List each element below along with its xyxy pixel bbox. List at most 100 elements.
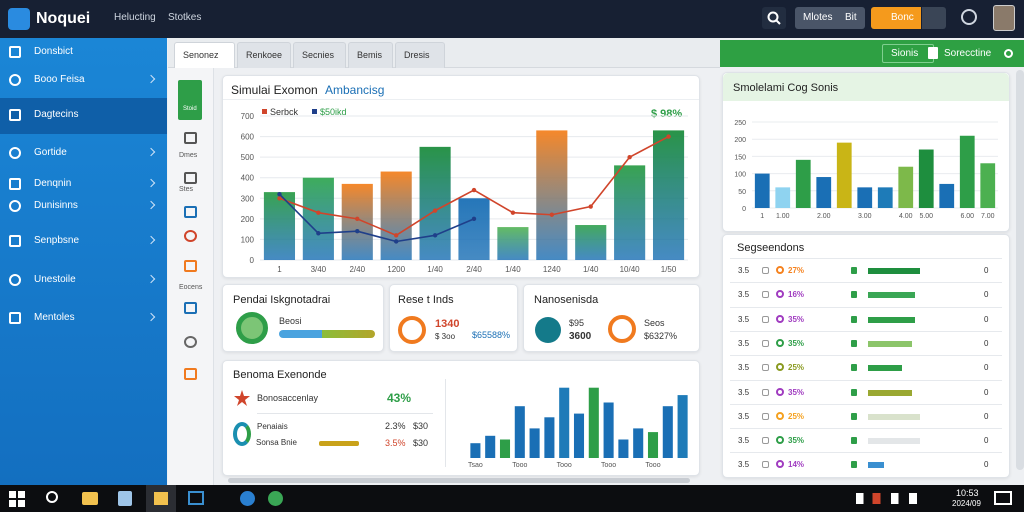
toolbar-label[interactable]: Sorecctine bbox=[944, 48, 992, 59]
line-point bbox=[277, 191, 282, 197]
sidebar-icon bbox=[9, 178, 21, 190]
row-icon bbox=[851, 339, 857, 347]
rail-label: Eocens bbox=[179, 284, 203, 291]
toolbar-button[interactable]: Sionis bbox=[882, 44, 934, 63]
search-button[interactable] bbox=[762, 7, 786, 29]
row-end: 0 bbox=[984, 290, 989, 300]
line-point bbox=[277, 196, 282, 201]
status-dot bbox=[776, 290, 784, 299]
sidebar-item[interactable]: Donsbict bbox=[0, 42, 167, 62]
bar bbox=[816, 177, 832, 208]
sidebar-item[interactable]: Dunisinns bbox=[0, 196, 167, 216]
app-icon[interactable] bbox=[82, 492, 98, 505]
app-icon[interactable] bbox=[188, 491, 204, 505]
progress-bar bbox=[868, 292, 915, 299]
button-group[interactable]: Mlotes Bit bbox=[795, 7, 865, 29]
tab[interactable]: Bemis bbox=[348, 42, 393, 68]
line-point bbox=[627, 154, 632, 160]
rail-icon[interactable] bbox=[184, 260, 197, 272]
tab[interactable]: Renkoee bbox=[237, 42, 291, 68]
line-point bbox=[588, 204, 593, 209]
app-icon[interactable] bbox=[240, 491, 255, 506]
clock-icon[interactable] bbox=[961, 9, 977, 25]
list-row[interactable]: 3.5 14% 0 bbox=[730, 452, 1002, 476]
start-button[interactable] bbox=[9, 491, 25, 507]
nav-link[interactable]: Stotkes bbox=[168, 12, 202, 23]
list-row[interactable]: 3.5 35% 0 bbox=[730, 428, 1002, 452]
nav-link[interactable]: Helucting bbox=[114, 12, 156, 23]
tray-icons[interactable] bbox=[856, 493, 932, 504]
bar bbox=[458, 198, 490, 260]
settings-icon[interactable] bbox=[1004, 49, 1013, 58]
notification-icon[interactable] bbox=[994, 491, 1012, 505]
sidebar-item[interactable]: Senpbsne bbox=[0, 231, 167, 251]
sidebar-item[interactable]: Denqnin bbox=[0, 174, 167, 194]
rail-label: Stes bbox=[179, 186, 194, 193]
tab[interactable]: Dresis bbox=[395, 42, 445, 68]
legend-swatch bbox=[312, 109, 317, 114]
card-title: Segseendons bbox=[737, 242, 805, 254]
stat-card: Nanosenisda $95 3600 Seos $6327% bbox=[523, 284, 700, 352]
app-icon[interactable] bbox=[118, 491, 132, 506]
bar bbox=[573, 413, 585, 458]
checkbox[interactable] bbox=[928, 47, 938, 59]
sidebar-icon bbox=[9, 274, 21, 286]
list-row[interactable]: 3.5 35% 0 bbox=[730, 379, 1002, 404]
list-row[interactable]: 3.5 16% 0 bbox=[730, 282, 1002, 306]
x-tick-label: 4.00 bbox=[899, 213, 913, 220]
app-icon[interactable] bbox=[268, 491, 283, 506]
sidebar-item[interactable]: Mentoles bbox=[0, 308, 167, 328]
progress-bar bbox=[868, 389, 913, 396]
rail-icon[interactable] bbox=[184, 230, 197, 242]
y-tick-label: 600 bbox=[241, 133, 255, 142]
rail-icon[interactable] bbox=[184, 132, 197, 144]
dropdown-button[interactable] bbox=[922, 7, 946, 29]
bar bbox=[677, 395, 688, 458]
rail-icon[interactable] bbox=[184, 368, 197, 380]
sidebar-item[interactable]: Booo Feisa bbox=[0, 70, 167, 90]
row-value: 43% bbox=[387, 391, 412, 405]
sidebar-label: Gortide bbox=[34, 147, 67, 158]
row-value: $30 bbox=[413, 438, 429, 448]
row-percent: 14% bbox=[788, 460, 805, 470]
top-bar: Noquei Helucting Stotkes Mlotes Bit Bonc bbox=[0, 0, 1024, 38]
scrollbar[interactable] bbox=[1016, 70, 1024, 470]
row-percent: 16% bbox=[788, 290, 805, 300]
line-point bbox=[471, 187, 477, 193]
row-end: 0 bbox=[984, 266, 989, 275]
bar bbox=[536, 130, 568, 260]
orange-button[interactable]: Bonc bbox=[871, 7, 921, 29]
rail-icon[interactable] bbox=[184, 302, 197, 314]
rail-icon[interactable] bbox=[184, 172, 197, 184]
tab[interactable]: Senonez bbox=[174, 42, 235, 68]
rail-active[interactable] bbox=[178, 80, 202, 120]
progress-bar bbox=[868, 268, 920, 274]
list-row[interactable]: 3.5 25% 0 bbox=[730, 403, 1002, 428]
rail-icon[interactable] bbox=[184, 206, 197, 218]
row-icon bbox=[762, 315, 769, 323]
x-tick-label: 2/40 bbox=[349, 265, 365, 274]
bar bbox=[647, 432, 659, 458]
list-row[interactable]: 3.5 35% 0 bbox=[730, 306, 1002, 331]
sidebar-item[interactable]: Unestoile bbox=[0, 270, 167, 290]
bar bbox=[575, 225, 607, 260]
line-point bbox=[549, 212, 555, 217]
tab[interactable]: Secnies bbox=[293, 42, 346, 68]
avatar[interactable] bbox=[993, 5, 1015, 31]
scrollbar[interactable] bbox=[228, 478, 690, 483]
app-icon-active[interactable] bbox=[146, 485, 176, 512]
x-tick-label: 1/40 bbox=[427, 265, 443, 274]
x-tick-label: 1200 bbox=[387, 265, 405, 274]
list-row[interactable]: 3.5 25% 0 bbox=[730, 355, 1002, 379]
row-icon bbox=[851, 291, 857, 299]
bar bbox=[618, 439, 629, 458]
sidebar-item[interactable]: Gortide bbox=[0, 143, 167, 163]
y-tick-label: 200 bbox=[734, 137, 746, 144]
list-row[interactable]: 3.5 27% 0 bbox=[730, 258, 1002, 282]
search-icon[interactable] bbox=[46, 491, 58, 503]
rail-icon[interactable] bbox=[184, 336, 197, 348]
legend-swatch bbox=[262, 109, 267, 114]
list-row[interactable]: 3.5 35% 0 bbox=[730, 330, 1002, 355]
sidebar-item[interactable]: Dagtecins bbox=[0, 105, 167, 125]
y-tick-label: 400 bbox=[241, 174, 255, 183]
